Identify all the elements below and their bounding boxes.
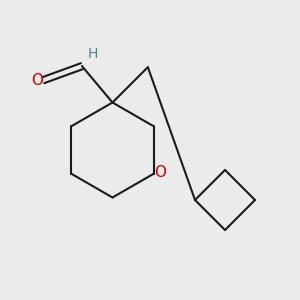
Text: H: H: [88, 46, 98, 61]
Text: O: O: [31, 73, 43, 88]
Text: O: O: [154, 165, 166, 180]
